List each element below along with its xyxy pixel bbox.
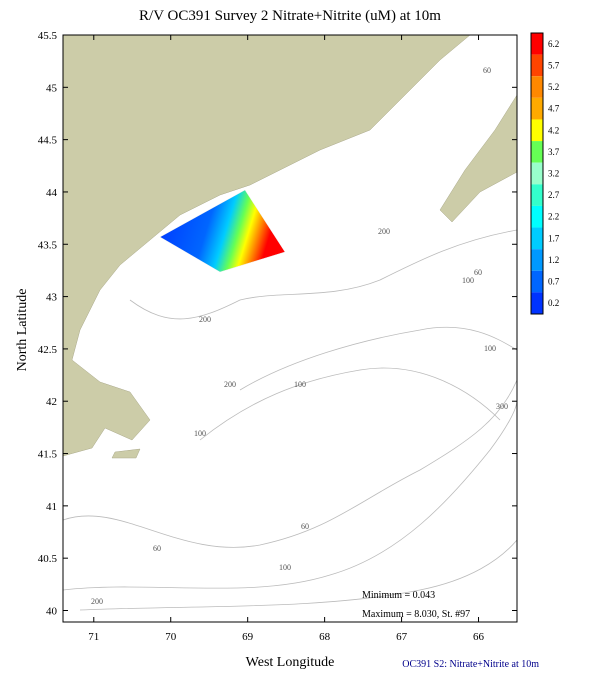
colorbar-swatch [531, 119, 543, 142]
y-tick-label: 44 [46, 187, 58, 199]
x-axis-label: West Longitude [246, 655, 335, 670]
y-tick-label: 40 [46, 605, 58, 617]
colorbar-swatch [531, 162, 543, 185]
colorbar-swatch [531, 33, 543, 55]
y-tick-label: 42.5 [38, 344, 58, 356]
contour-label: 60 [153, 544, 161, 553]
colorbar-label: 3.2 [548, 169, 559, 179]
colorbar-label: 4.2 [548, 125, 559, 135]
contour-label: 300 [496, 402, 508, 411]
colorbar-label: 0.7 [548, 277, 560, 287]
contour-label: 200 [224, 380, 236, 389]
colorbar-label: 4.7 [548, 104, 560, 114]
nutrient-field [159, 189, 286, 273]
colorbar-swatch [531, 54, 543, 77]
footer: OC391 S2: Nitrate+Nitrite at 10m [402, 659, 539, 670]
y-axis-label: North Latitude [15, 289, 30, 372]
contour-label: 60 [474, 268, 482, 277]
colorbar-swatch [531, 270, 543, 293]
annotation: Maximum = 8.030, St. #97 [362, 609, 470, 620]
y-tick-label: 40.5 [38, 553, 58, 565]
plot-frame [62, 34, 518, 623]
colorbar-swatch [531, 141, 543, 163]
map-area [63, 35, 517, 611]
contour-label: 100 [462, 276, 474, 285]
y-tick-label: 44.5 [38, 135, 58, 147]
colorbar-swatch [531, 205, 543, 228]
colorbar-label: 1.7 [548, 233, 560, 243]
contour-label: 100 [484, 344, 496, 353]
colorbar-swatch [531, 97, 543, 120]
y-tick-label: 45 [46, 82, 58, 94]
colorbar-label: 5.2 [548, 82, 559, 92]
contour-label: 100 [194, 429, 206, 438]
contour-label: 200 [378, 227, 390, 236]
bathymetry [63, 229, 517, 611]
x-tick-label: 69 [242, 631, 254, 643]
x-tick-label: 67 [396, 631, 408, 643]
y-tick-label: 45.5 [38, 30, 58, 42]
contour-label: 100 [279, 563, 291, 572]
colorbar-label: 5.7 [548, 60, 560, 70]
contour-label: 200 [199, 315, 211, 324]
contour-label: 200 [91, 597, 103, 606]
y-tick-label: 42 [46, 396, 57, 408]
contour-label: 60 [301, 522, 309, 531]
colorbar-label: 3.7 [548, 147, 560, 157]
y-tick-label: 41.5 [38, 449, 58, 461]
colorbar-label: 6.2 [548, 39, 559, 49]
x-tick-label: 66 [473, 631, 485, 643]
colorbar-label: 2.2 [548, 212, 559, 222]
colorbar-swatch [531, 184, 543, 206]
x-tick-label: 68 [319, 631, 331, 643]
colorbar-swatch [531, 76, 543, 98]
y-tick-label: 43.5 [38, 239, 58, 251]
colorbar-label: 2.7 [548, 190, 560, 200]
colorbar-frame [530, 32, 544, 315]
colorbar-swatch [531, 227, 543, 250]
y-tick-label: 43 [46, 292, 58, 304]
x-tick-label: 70 [165, 631, 177, 643]
colorbar-swatch [531, 292, 543, 314]
annotation: Minimum = 0.043 [362, 590, 435, 601]
x-tick-label: 71 [88, 631, 99, 643]
colorbar-label: 0.2 [548, 298, 559, 308]
chart-title: R/V OC391 Survey 2 Nitrate+Nitrite (uM) … [139, 8, 441, 24]
colorbar-label: 1.2 [548, 255, 559, 265]
contour-label: 60 [483, 66, 491, 75]
y-tick-label: 41 [46, 501, 57, 513]
colorbar-swatch [531, 249, 543, 271]
contour-label: 100 [294, 380, 306, 389]
land [63, 35, 517, 459]
